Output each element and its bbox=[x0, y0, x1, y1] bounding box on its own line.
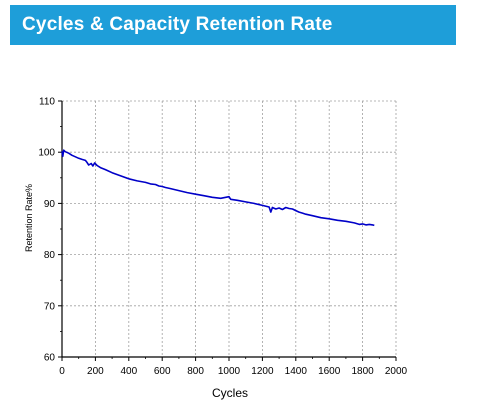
x-tick-label: 200 bbox=[87, 366, 104, 377]
y-tick-label: 80 bbox=[44, 250, 56, 261]
x-tick-label: 2000 bbox=[385, 366, 408, 377]
x-tick-label: 800 bbox=[187, 366, 204, 377]
x-tick-label: 1400 bbox=[285, 366, 308, 377]
x-tick-label: 1600 bbox=[318, 366, 341, 377]
x-tick-label: 1000 bbox=[218, 366, 241, 377]
header-banner: Cycles & Capacity Retention Rate bbox=[10, 5, 456, 45]
chart-series bbox=[61, 149, 375, 227]
y-tick-label: 70 bbox=[44, 301, 56, 312]
y-tick-label: 100 bbox=[38, 148, 55, 159]
x-axis-title: Cycles bbox=[212, 386, 248, 400]
y-axis-title: Retention Rate% bbox=[24, 184, 34, 252]
y-axis-ticks: 60 70 80 90 100 110 bbox=[38, 97, 62, 364]
chart-grid bbox=[62, 100, 397, 357]
y-tick-label: 60 bbox=[44, 353, 56, 364]
x-tick-label: 1800 bbox=[351, 366, 374, 377]
y-tick-label: 110 bbox=[39, 97, 55, 108]
page-title: Cycles & Capacity Retention Rate bbox=[22, 14, 333, 35]
x-axis-ticks: 0 200 400 600 800 1000 1200 1400 1600 1800 2000 bbox=[59, 357, 408, 377]
x-tick-label: 400 bbox=[120, 366, 137, 377]
x-tick-label: 600 bbox=[154, 366, 171, 377]
x-tick-label: 0 bbox=[59, 366, 65, 377]
series-line bbox=[61, 149, 375, 227]
y-tick-label: 90 bbox=[44, 199, 56, 210]
x-tick-label: 1200 bbox=[251, 366, 274, 377]
